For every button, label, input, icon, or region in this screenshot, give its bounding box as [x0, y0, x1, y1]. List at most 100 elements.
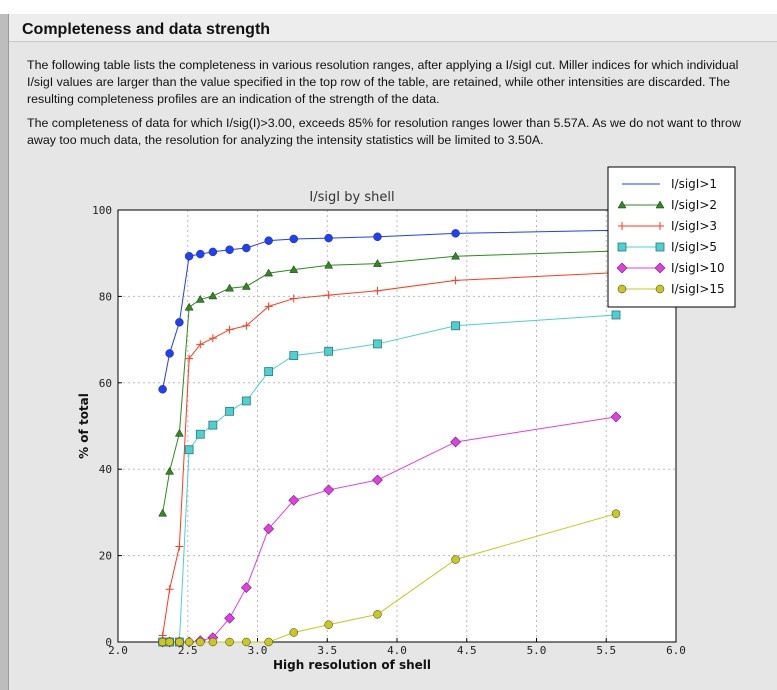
data-point [184, 637, 194, 647]
data-point [224, 612, 236, 624]
data-point [196, 340, 205, 349]
data-point [225, 283, 235, 292]
data-point [451, 251, 461, 260]
data-point [175, 637, 184, 647]
data-point [240, 582, 252, 593]
legend-label: I/sigI>3 [671, 219, 717, 233]
data-point [196, 637, 205, 647]
y-tick-label: 40 [99, 463, 112, 476]
summary-paragraph: The completeness of data for which I/sig… [27, 116, 741, 147]
data-point [372, 474, 383, 486]
data-point [611, 310, 621, 320]
x-tick-label: 6.0 [666, 644, 686, 657]
data-point [289, 294, 298, 303]
data-point [225, 325, 234, 334]
data-point [241, 396, 251, 406]
data-point [208, 247, 218, 257]
y-tick-label: 60 [99, 377, 112, 390]
data-point [451, 555, 460, 564]
legend-label: I/sigI>10 [671, 261, 725, 275]
data-point [373, 286, 382, 295]
x-tick-label: 3.0 [248, 644, 268, 657]
legend-marker [656, 222, 664, 230]
y-tick-label: 100 [92, 204, 112, 217]
legend-marker [617, 242, 627, 252]
data-point [208, 420, 218, 430]
data-point [208, 334, 217, 343]
data-point [373, 232, 382, 242]
section-title: Completeness and data strength [22, 21, 271, 38]
data-point [324, 291, 333, 300]
data-point [373, 259, 382, 267]
data-point [264, 236, 273, 245]
data-point [264, 302, 273, 311]
series-line [162, 229, 617, 390]
data-point [451, 229, 460, 238]
data-point [450, 436, 462, 448]
series-i-sigi-1 [158, 226, 621, 394]
data-point [324, 620, 333, 629]
chart-title: I/sigI by shell [309, 190, 394, 205]
data-point [324, 260, 334, 269]
data-point [165, 637, 174, 647]
section-header: Completeness and data strength [9, 14, 777, 42]
data-point [175, 542, 184, 551]
data-point [610, 411, 622, 423]
data-point [264, 268, 274, 277]
data-point [208, 637, 218, 647]
legend-label: I/sigI>15 [671, 282, 725, 296]
legend-marker [655, 284, 665, 294]
series-line [162, 250, 617, 514]
data-point [158, 385, 167, 394]
legend-marker [655, 200, 665, 209]
x-tick-label: 4.0 [387, 644, 407, 657]
data-point [451, 276, 460, 285]
data-point [289, 265, 299, 273]
data-point [289, 628, 299, 637]
data-point [242, 321, 251, 330]
data-point [225, 245, 234, 254]
data-point [611, 509, 621, 518]
description-paragraph: The following table lists the completene… [27, 58, 739, 106]
legend-label: I/sigI>2 [671, 198, 717, 212]
legend-marker [618, 222, 626, 230]
data-point [165, 349, 174, 358]
data-point [196, 249, 205, 259]
plot-frame [117, 209, 677, 643]
legend-label: I/sigI>5 [671, 240, 717, 254]
data-point [242, 637, 251, 647]
legend: I/sigI>1 I/sigI>2 I/sigI>3 I/sigI>5 I/sigI>1… [607, 166, 736, 308]
y-tick-label: 0 [105, 636, 112, 649]
legend-label: I/sigI>1 [671, 177, 717, 191]
data-point [289, 234, 299, 244]
y-tick-label: 20 [99, 550, 112, 563]
data-point [184, 445, 194, 455]
x-tick-label: 5.0 [527, 644, 547, 657]
series-line [162, 272, 617, 636]
legend-marker [654, 262, 666, 274]
x-tick-label: 5.5 [596, 644, 616, 657]
data-point [451, 321, 460, 331]
data-point [263, 523, 275, 535]
data-point [195, 294, 205, 303]
data-point [158, 508, 168, 517]
series-line [162, 314, 617, 643]
y-tick-label: 80 [99, 290, 112, 303]
data-point [175, 318, 184, 327]
y-axis-label: % of total [77, 393, 91, 459]
legend-marker [616, 262, 628, 274]
data-point [225, 637, 234, 647]
legend-marker [655, 242, 665, 252]
data-point [165, 585, 174, 594]
data-point [185, 354, 194, 363]
x-tick-label: 2.0 [108, 644, 128, 657]
x-tick-label: 3.5 [317, 644, 337, 657]
data-point [241, 281, 251, 290]
data-point [324, 233, 333, 243]
series-i-sigi-5 [158, 310, 621, 647]
data-point [373, 610, 382, 619]
left-border [0, 14, 9, 690]
data-point [184, 302, 194, 311]
data-point [195, 429, 205, 439]
data-point [208, 291, 218, 300]
